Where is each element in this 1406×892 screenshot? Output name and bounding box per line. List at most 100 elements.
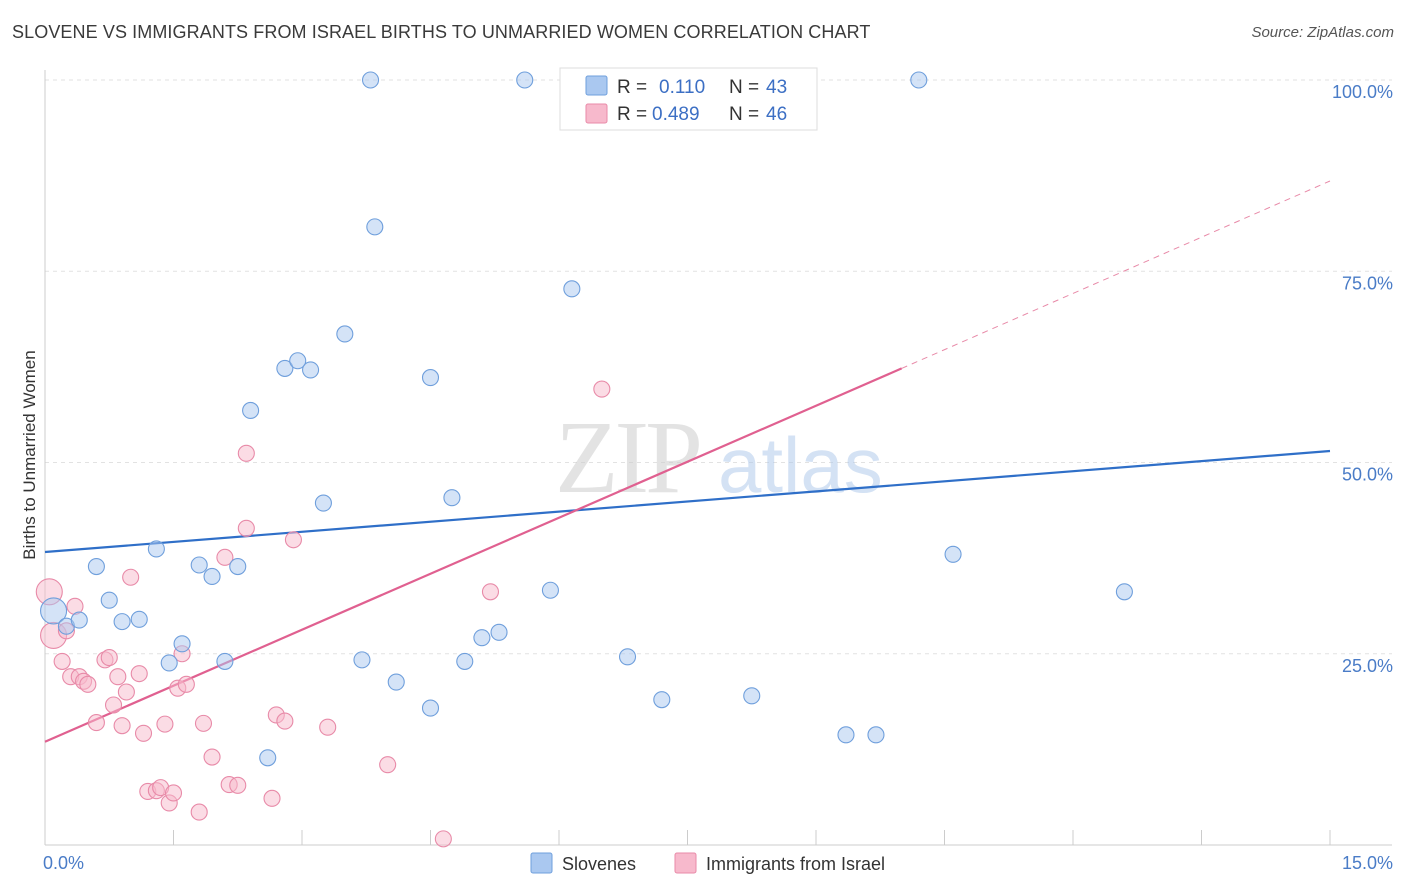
data-point-slovenes	[160, 654, 178, 672]
data-point-israel	[237, 519, 255, 537]
data-point-israel	[117, 683, 135, 701]
data-point-slovenes	[216, 652, 234, 670]
chart-title: SLOVENE VS IMMIGRANTS FROM ISRAEL BIRTHS…	[12, 22, 871, 42]
legend-r-value-slovenes: 0.110	[659, 77, 705, 98]
data-point-slovenes	[113, 613, 131, 631]
data-point-israel	[122, 568, 140, 586]
data-point-slovenes	[1115, 583, 1133, 601]
legend-n-label-slovenes: N =	[729, 77, 759, 98]
data-point-slovenes	[473, 629, 491, 647]
y-tick-label-75: 75.0%	[1342, 273, 1393, 293]
source-credit: Source: ZipAtlas.com	[1251, 24, 1394, 41]
data-point-israel	[134, 724, 153, 742]
data-point-slovenes	[314, 494, 332, 512]
x-tick-label-min: 0.0%	[43, 853, 84, 873]
data-point-slovenes	[353, 651, 371, 669]
data-point-slovenes	[490, 623, 508, 641]
data-point-slovenes	[259, 749, 277, 767]
data-point-slovenes	[173, 635, 191, 653]
legend-r-value-israel: 0.489	[652, 104, 700, 125]
data-point-israel	[203, 748, 221, 766]
data-point-slovenes	[302, 361, 320, 379]
data-point-slovenes	[87, 557, 105, 576]
data-point-slovenes	[361, 71, 380, 89]
data-point-slovenes	[100, 591, 118, 609]
legend-n-label-israel: N =	[729, 104, 759, 125]
data-point-slovenes	[421, 699, 440, 717]
data-point-slovenes	[387, 673, 405, 691]
bottom-legend-slovenes: Slovenes	[562, 854, 636, 874]
data-point-slovenes	[203, 567, 221, 586]
data-point-israel	[379, 756, 397, 774]
trend-line-israel-extrapolated	[901, 180, 1331, 369]
trend-lines	[44, 180, 1331, 743]
x-tick-label-max: 15.0%	[1342, 853, 1393, 873]
y-tick-label-25: 25.0%	[1342, 656, 1393, 676]
legend-swatch-israel	[585, 103, 608, 124]
data-point-slovenes	[190, 556, 208, 574]
data-point-slovenes	[563, 280, 581, 298]
data-point-israel	[130, 665, 148, 683]
data-point-slovenes	[276, 359, 294, 377]
data-point-israel	[216, 548, 234, 566]
legend-n-value-slovenes: 43	[766, 77, 787, 98]
data-point-slovenes	[837, 726, 855, 744]
data-point-slovenes	[336, 325, 354, 343]
data-point-israel	[87, 714, 105, 732]
data-point-israel	[276, 712, 294, 730]
data-points	[35, 71, 1133, 848]
data-point-slovenes	[516, 71, 534, 89]
data-point-israel	[113, 717, 131, 735]
data-point-israel	[263, 789, 281, 807]
trend-line-slovenes	[44, 449, 1331, 554]
data-point-slovenes	[229, 557, 247, 576]
data-point-slovenes	[910, 71, 928, 89]
data-point-slovenes	[944, 545, 962, 563]
y-axis-label: Births to Unmarried Women	[20, 350, 39, 559]
legend-n-value-israel: 46	[766, 104, 787, 125]
data-point-israel	[593, 380, 611, 398]
y-tick-label-50: 50.0%	[1342, 465, 1393, 485]
legend-box: R = 0.110 N = 43 R = 0.489 N = 46	[559, 67, 818, 131]
data-point-israel	[156, 715, 174, 733]
grid	[45, 79, 1392, 655]
data-point-israel	[79, 675, 97, 693]
watermark-atlas: atlas	[718, 421, 883, 509]
data-point-israel	[109, 668, 127, 686]
data-point-israel	[319, 718, 337, 736]
bottom-legend: Slovenes Immigrants from Israel	[530, 852, 885, 874]
bottom-legend-israel: Immigrants from Israel	[706, 854, 885, 874]
data-point-israel	[284, 531, 302, 549]
data-point-slovenes	[743, 687, 761, 705]
legend-r-label-slovenes: R =	[617, 77, 647, 98]
legend-r-label-israel: R =	[617, 104, 647, 125]
bottom-legend-swatch-israel	[674, 852, 697, 874]
data-point-slovenes	[456, 652, 474, 670]
data-point-slovenes	[421, 369, 440, 387]
legend-swatch-slovenes	[585, 75, 608, 96]
axes	[44, 70, 1392, 846]
data-point-israel	[481, 583, 500, 601]
data-point-israel	[237, 444, 255, 462]
data-point-slovenes	[289, 352, 307, 370]
data-point-slovenes	[653, 691, 671, 709]
data-point-slovenes	[366, 218, 384, 236]
data-point-slovenes	[242, 401, 260, 420]
y-tick-label-100: 100.0%	[1332, 82, 1393, 102]
data-point-israel	[194, 714, 213, 732]
tick-labels: 25.0% 50.0% 75.0% 100.0% 0.0% 15.0%	[43, 82, 1393, 873]
bottom-legend-swatch-slovenes	[530, 852, 553, 874]
data-point-israel	[53, 652, 71, 670]
watermark: ZIP atlas	[555, 400, 883, 515]
watermark-zip: ZIP	[555, 400, 699, 515]
data-point-israel	[100, 649, 118, 667]
data-point-slovenes	[70, 611, 88, 629]
data-point-israel	[177, 675, 195, 693]
data-point-slovenes	[130, 610, 148, 628]
data-point-slovenes	[618, 648, 637, 666]
data-point-slovenes	[40, 597, 68, 625]
data-point-slovenes	[867, 726, 885, 744]
data-point-israel	[104, 696, 123, 714]
data-point-israel	[190, 803, 208, 821]
